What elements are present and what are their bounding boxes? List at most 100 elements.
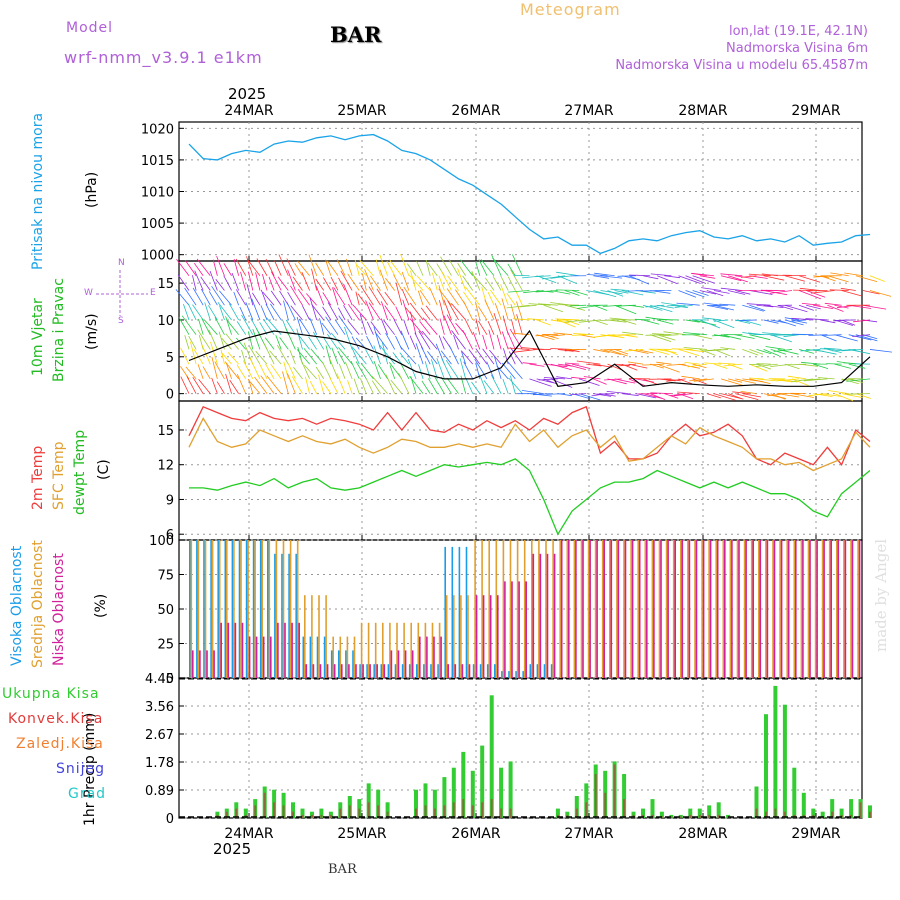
- wind-arrow: [869, 349, 892, 353]
- wind-arrow: [553, 332, 573, 336]
- wind-arrow: [593, 349, 610, 353]
- conv-precip-bar: [689, 814, 692, 818]
- mid-cloud-bar: [644, 540, 647, 678]
- total-precip-bar: [414, 789, 418, 818]
- wind-arrow: [256, 258, 268, 276]
- ytick-label-cloud_cover-4: 100: [149, 534, 174, 549]
- wind-arrow: [806, 304, 821, 310]
- wind-arrow: [447, 300, 459, 321]
- wind-arrow: [235, 289, 247, 306]
- wind-arrow: [382, 342, 389, 365]
- wind-arrow: [236, 364, 247, 380]
- wind-arrow: [283, 300, 289, 321]
- conv-precip-bar: [774, 808, 777, 818]
- wind-arrow: [475, 261, 481, 276]
- wind-arrow: [650, 392, 672, 395]
- low-cloud-bar: [688, 540, 691, 678]
- wind-arrow: [239, 306, 247, 321]
- wind-arrow: [418, 330, 431, 350]
- wind-arrow: [345, 361, 353, 380]
- total-precip-bar: [376, 789, 381, 818]
- wind-arrow: [791, 378, 809, 386]
- wind-arrow: [510, 269, 523, 291]
- low-cloud-bar: [241, 622, 244, 678]
- wind-arrow: [735, 290, 751, 295]
- wind-arrow: [488, 329, 495, 350]
- wind-arrow: [799, 378, 821, 381]
- wind-arrow: [303, 348, 317, 365]
- wind-arrow: [204, 302, 211, 321]
- high-cloud-bar: [508, 671, 510, 678]
- wind-arrow: [862, 304, 887, 310]
- wind-arrow: [212, 259, 218, 276]
- low-cloud-bar: [504, 581, 506, 678]
- low-cloud-bar: [653, 540, 655, 678]
- wind-arrow: [493, 312, 502, 335]
- wind-arrow: [564, 319, 580, 326]
- wind-arrow: [386, 260, 396, 276]
- mid-cloud-bar: [843, 540, 845, 678]
- wind-arrow: [193, 262, 204, 276]
- wind-arrow: [293, 366, 303, 380]
- total-precip-bar: [707, 805, 712, 818]
- high-cloud-bar: [472, 664, 475, 678]
- wind-arrow: [693, 378, 714, 382]
- mid-cloud-bar: [616, 540, 618, 678]
- high-cloud-bar: [458, 546, 461, 678]
- wind-arrow: [749, 334, 771, 341]
- wind-arrow: [330, 276, 339, 291]
- low-cloud-bar: [546, 553, 549, 678]
- wind-arrow: [180, 347, 190, 365]
- wind-arrow: [329, 376, 339, 394]
- wind-arrow: [507, 361, 523, 380]
- wind-arrow: [742, 332, 757, 336]
- wind-arrow: [487, 292, 495, 306]
- wind-arrow: [557, 304, 580, 306]
- wind-arrow: [535, 290, 558, 293]
- wind-arrow: [308, 254, 318, 276]
- conv-precip-bar: [367, 802, 370, 818]
- total-precip-bar: [319, 808, 324, 818]
- conv-precip-bar: [320, 814, 323, 818]
- wind-arrow: [255, 350, 268, 365]
- wind-arrow: [827, 304, 844, 312]
- wind-arrow: [211, 356, 218, 379]
- mid-cloud-bar: [332, 636, 334, 678]
- wind-arrow: [420, 346, 431, 365]
- conv-precip-bar: [471, 805, 474, 818]
- low-cloud-bars: [192, 540, 861, 678]
- wind-arrow: [304, 364, 317, 380]
- total-precip-bar: [423, 783, 428, 818]
- total-precip-bar: [451, 767, 456, 818]
- compass-south: S: [118, 316, 124, 326]
- wind-arrow: [338, 347, 353, 365]
- high-cloud-bar: [309, 636, 312, 678]
- wind-arrow: [322, 381, 332, 394]
- wind-arrow: [490, 374, 502, 394]
- wind-arrow: [536, 378, 554, 384]
- wind-arrow: [270, 271, 282, 291]
- wind-arrow: [509, 328, 523, 350]
- wind-arrow: [185, 260, 197, 276]
- mid-cloud-bar: [460, 595, 462, 678]
- low-cloud-bar: [312, 664, 315, 678]
- wind-arrow: [607, 290, 624, 297]
- footer-station: BAR: [328, 862, 357, 877]
- high-cloud-bar: [210, 540, 212, 678]
- wind-arrow: [471, 381, 481, 394]
- high-cloud-bar: [529, 664, 532, 678]
- total-precip-bar: [291, 802, 295, 818]
- wind-arrow: [642, 275, 659, 280]
- total-precip-bar: [565, 811, 570, 818]
- wind-arrow: [353, 378, 360, 394]
- low-cloud-bar: [475, 595, 478, 678]
- wind-arrow: [446, 314, 459, 335]
- low-cloud-bar: [787, 540, 790, 678]
- wind-arrow: [259, 364, 268, 380]
- wind-arrow: [869, 290, 892, 297]
- wind-arrow: [702, 317, 722, 321]
- wind-arrow: [808, 334, 828, 336]
- wind-arrow: [749, 349, 764, 355]
- wind-arrow: [819, 348, 835, 350]
- wind-arrow: [355, 361, 367, 380]
